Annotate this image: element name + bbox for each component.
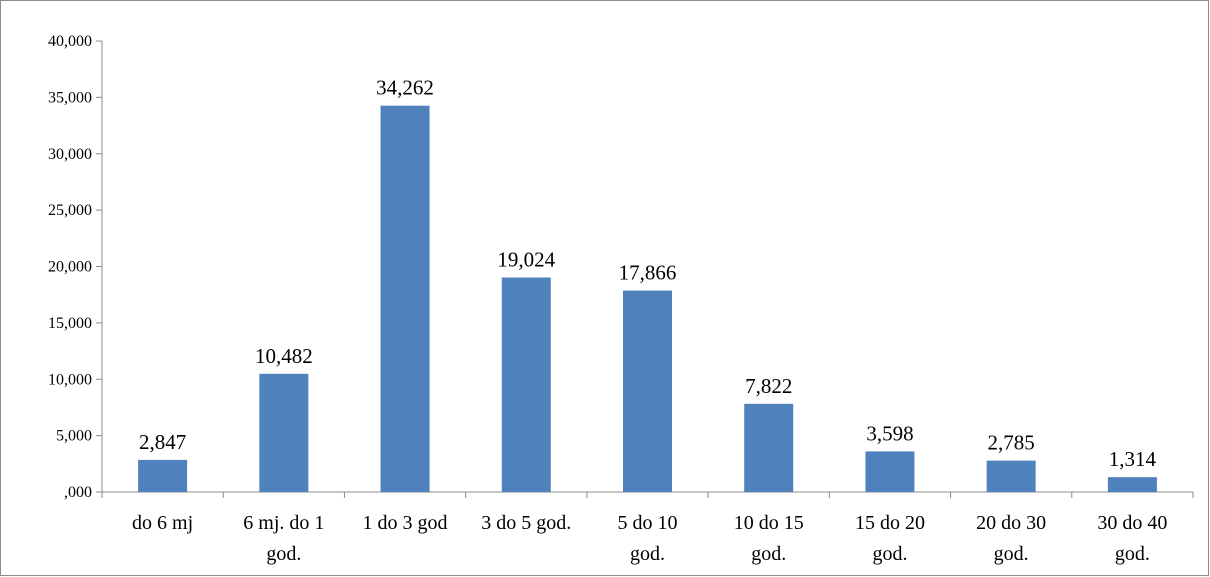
data-label: 7,822 xyxy=(745,374,792,398)
y-tick-label: 35,000 xyxy=(48,89,92,106)
y-tick-label: 25,000 xyxy=(48,202,92,219)
x-tick-label: 5 do 10 xyxy=(618,512,678,534)
bar xyxy=(986,460,1036,492)
x-tick-label: 3 do 5 god. xyxy=(481,512,571,534)
x-tick-label: 30 do 40 xyxy=(1097,512,1167,534)
data-label: 10,482 xyxy=(255,344,313,368)
x-tick-label: god. xyxy=(751,543,786,565)
x-tick-label: god. xyxy=(1115,543,1150,565)
bar xyxy=(380,105,430,492)
bar xyxy=(1107,477,1157,492)
data-label: 34,262 xyxy=(376,76,434,100)
x-tick-label: 6 mj. do 1 xyxy=(243,512,324,534)
y-tick-label: 10,000 xyxy=(48,371,92,388)
x-tick-label: 15 do 20 xyxy=(855,512,925,534)
y-tick-label: 40,000 xyxy=(48,33,92,50)
data-label: 2,785 xyxy=(988,431,1035,455)
x-tick-label: 10 do 15 xyxy=(734,512,804,534)
x-tick-label: 1 do 3 god xyxy=(363,512,448,534)
x-tick-label: god. xyxy=(994,543,1029,565)
x-tick-label: god. xyxy=(630,543,665,565)
bar xyxy=(501,277,551,492)
x-tick-label: god. xyxy=(266,543,301,565)
data-label: 1,314 xyxy=(1109,447,1157,471)
y-tick-label: 5,000 xyxy=(56,428,92,445)
bar xyxy=(623,290,672,492)
x-tick-label: 20 do 30 xyxy=(976,512,1046,534)
bar xyxy=(744,403,794,492)
data-label: 3,598 xyxy=(866,421,913,445)
x-tick-label: do 6 mj xyxy=(132,512,193,534)
bar xyxy=(138,459,188,492)
y-tick-label: 30,000 xyxy=(48,146,92,163)
x-tick-label: god. xyxy=(872,543,907,565)
bar xyxy=(259,373,309,492)
data-label: 2,847 xyxy=(139,430,186,454)
bar xyxy=(865,451,915,492)
y-tick-label: 15,000 xyxy=(48,315,92,332)
data-label: 17,866 xyxy=(619,261,677,285)
y-tick-label: 20,000 xyxy=(48,259,92,276)
y-tick-label: ,000 xyxy=(64,484,92,501)
data-label: 19,024 xyxy=(497,248,555,272)
